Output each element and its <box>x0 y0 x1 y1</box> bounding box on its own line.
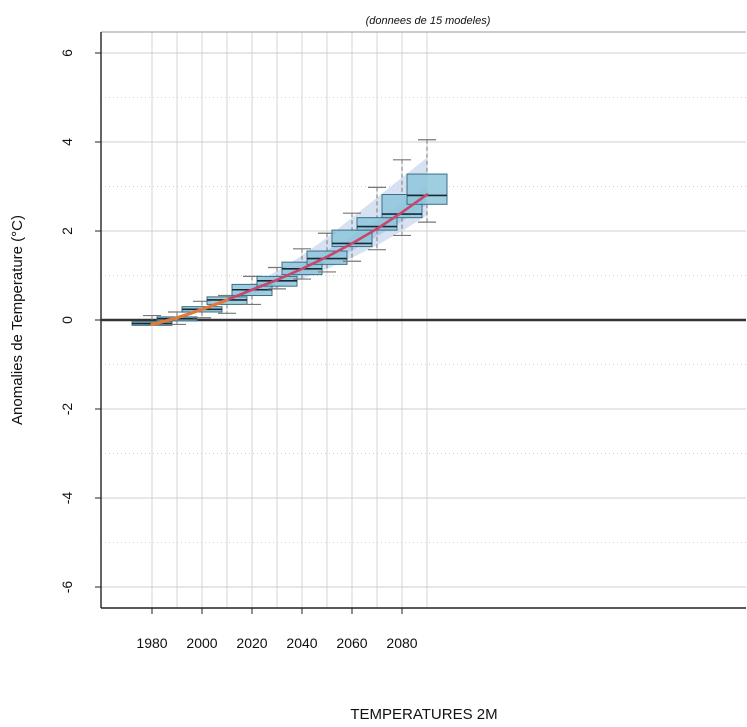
x-tick-label: 2020 <box>236 635 267 651</box>
x-tick-label: 2000 <box>186 635 217 651</box>
plot-area: 1980 2000 2020 2040 2060 2080 -6 -4 -2 0 2 4 6 <box>59 31 746 651</box>
ensemble-mean-line <box>225 193 429 302</box>
box <box>331 229 373 248</box>
x-tick-label: 2080 <box>386 635 417 651</box>
y-tick-label: -4 <box>59 492 75 505</box>
x-tick-label: 1980 <box>136 635 167 651</box>
y-tick-label: 6 <box>59 49 75 57</box>
y-tick-label: -2 <box>59 403 75 416</box>
y-axis-title: Anomalies de Temperature (°C) <box>9 215 26 425</box>
y-tick-label: 0 <box>59 316 75 324</box>
x-tick-label: 2060 <box>336 635 367 651</box>
historical-line <box>150 298 229 327</box>
y-tick-label: 2 <box>59 227 75 235</box>
box <box>406 173 448 205</box>
x-tick-label: 2040 <box>286 635 317 651</box>
y-tick-label: 4 <box>59 138 75 146</box>
x-axis-title: TEMPERATURES 2M <box>350 706 497 723</box>
chart-subtitle: (donnees de 15 modeles) <box>366 15 491 27</box>
y-tick-label: -6 <box>59 581 75 594</box>
